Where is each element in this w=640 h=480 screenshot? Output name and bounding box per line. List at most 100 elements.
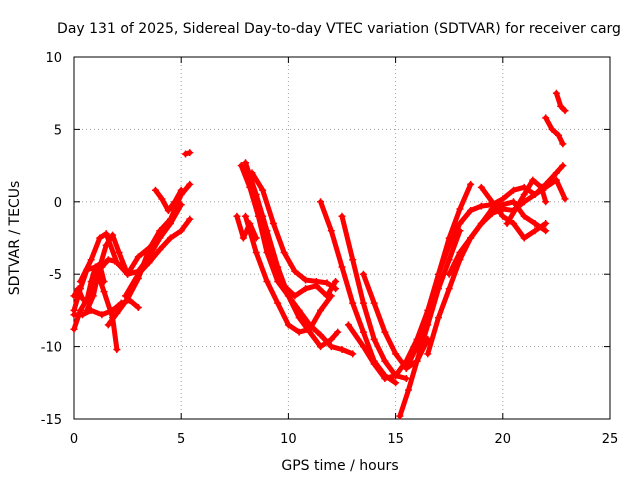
data-point (512, 205, 520, 213)
data-point (233, 212, 241, 220)
x-tick-labels: 0 5 10 15 20 25 (70, 432, 618, 447)
data-point (561, 195, 569, 203)
series-trace (84, 202, 184, 313)
data-point (477, 183, 485, 191)
data-point (295, 328, 303, 336)
data-point (113, 345, 121, 353)
data-point (542, 198, 550, 206)
data-point (121, 292, 129, 300)
y-tick-label: -10 (41, 341, 62, 356)
data-point (503, 220, 511, 228)
data-point (555, 131, 563, 139)
data-point (306, 325, 314, 333)
series-track-9 (151, 186, 185, 214)
data-point (402, 364, 410, 372)
data-point (370, 335, 378, 343)
data-point (70, 311, 78, 319)
y-tick-labels: -15 -10 -5 0 5 10 (41, 51, 62, 428)
data-point (370, 299, 378, 307)
data-point (166, 234, 174, 242)
x-tick-label: 20 (495, 432, 512, 447)
y-tick-label: 10 (45, 51, 62, 66)
x-axis-label: GPS time / hours (281, 458, 398, 474)
series-track-24 (445, 176, 569, 278)
data-point (520, 234, 528, 242)
data-point (338, 212, 346, 220)
data-point (113, 309, 121, 317)
data-point (269, 256, 277, 264)
data-point (104, 321, 112, 329)
data-point (317, 331, 325, 339)
data-point (269, 220, 277, 228)
data-point (537, 183, 545, 191)
data-point (171, 198, 179, 206)
data-point (156, 227, 164, 235)
data-point (445, 285, 453, 293)
x-tick-label: 25 (602, 432, 619, 447)
data-point (520, 212, 528, 220)
x-tick-label: 10 (280, 432, 297, 447)
data-point (186, 180, 194, 188)
data-point (392, 350, 400, 358)
data-point (113, 259, 121, 267)
data-point (413, 357, 421, 365)
data-point (284, 321, 292, 329)
data-point (531, 227, 539, 235)
series-track-25 (477, 183, 550, 242)
data-point (445, 256, 453, 264)
data-point (102, 241, 110, 249)
data-point (134, 270, 142, 278)
data-point (327, 343, 335, 351)
data-point (559, 162, 567, 170)
data-point (181, 150, 189, 158)
series-track-28 (552, 89, 569, 115)
data-point (557, 102, 565, 110)
data-point (510, 186, 518, 194)
data-point (280, 282, 288, 290)
data-point (89, 292, 97, 300)
data-point (280, 248, 288, 256)
data-point (109, 306, 117, 314)
data-point (259, 212, 267, 220)
data-point (467, 180, 475, 188)
data-point (359, 328, 367, 336)
data-point (102, 230, 110, 238)
series-track-8 (121, 215, 194, 300)
data-point (344, 321, 352, 329)
data-point (477, 220, 485, 228)
series-track-13 (248, 169, 340, 293)
data-point (467, 206, 475, 214)
data-point (302, 276, 310, 284)
data-point (434, 314, 442, 322)
data-point (284, 292, 292, 300)
data-point (327, 335, 335, 343)
data-point (115, 248, 123, 256)
data-point (531, 191, 539, 199)
series-trace (260, 213, 339, 299)
data-point (239, 234, 247, 242)
data-point (166, 215, 174, 223)
data-point (164, 206, 172, 214)
data-point (456, 220, 464, 228)
chart-title: Day 131 of 2025, Sidereal Day-to-day VTE… (57, 21, 621, 37)
data-point (134, 253, 142, 261)
plot-frame (73, 56, 611, 420)
data-point (156, 246, 164, 254)
data-point (295, 314, 303, 322)
data-point (145, 259, 153, 267)
data-point (263, 277, 271, 285)
data-point (402, 374, 410, 382)
data-series (70, 89, 569, 420)
data-point (317, 343, 325, 351)
data-point (542, 227, 550, 235)
data-point (323, 292, 331, 300)
data-point (445, 270, 453, 278)
data-point (76, 277, 84, 285)
data-point (317, 198, 325, 206)
data-point (338, 345, 346, 353)
data-point (252, 234, 260, 242)
data-point (76, 285, 84, 293)
data-point (424, 314, 432, 322)
data-point (124, 270, 132, 278)
